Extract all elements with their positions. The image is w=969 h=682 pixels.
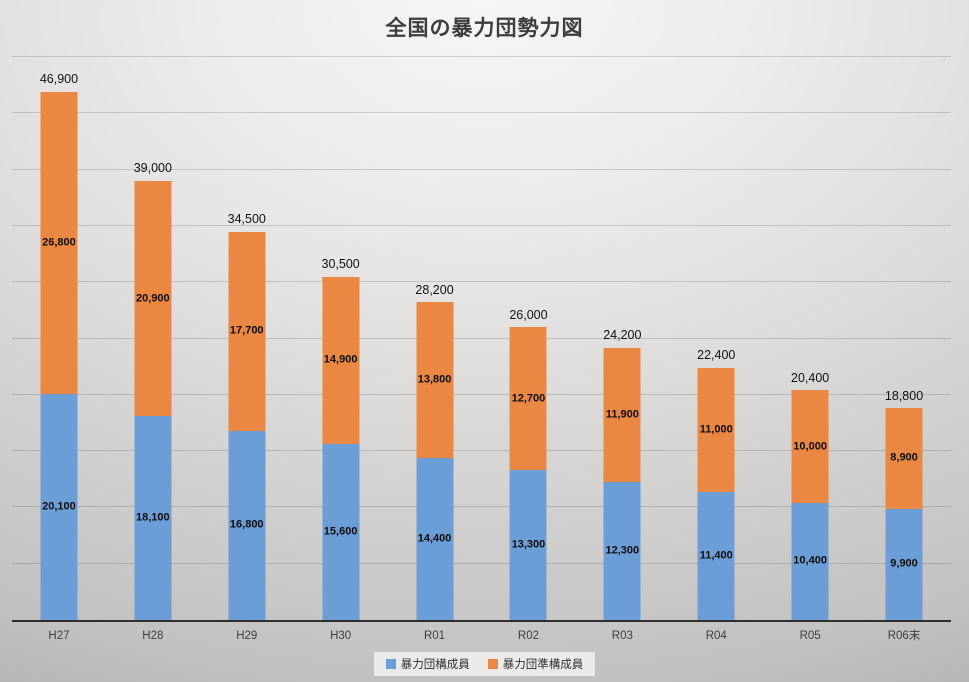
bar-label-quasi-members: 13,800 [417, 373, 452, 386]
bar-total-label: 39,000 [133, 161, 172, 176]
gridline [12, 450, 951, 452]
gridline [12, 281, 951, 283]
gridline [12, 112, 951, 114]
bar-segment-quasi-members [509, 327, 547, 471]
x-axis-label: R04 [705, 630, 727, 642]
legend-swatch-quasi-members-icon [487, 659, 498, 669]
bar-total-label: 28,200 [415, 282, 454, 297]
bar-label-members: 16,800 [229, 518, 264, 531]
bar-segment-quasi-members [416, 302, 454, 458]
bar-label-members: 18,100 [136, 511, 170, 524]
bar-total-label: 30,500 [321, 257, 360, 272]
x-axis-label: H29 [236, 630, 258, 642]
legend-swatch-members-icon [385, 659, 396, 669]
bar-total-label: 18,800 [884, 388, 924, 403]
bar-column: 12,300 11,900 24,200 [575, 57, 669, 620]
bar-total-label: 24,200 [603, 328, 642, 343]
bar-column: 11,400 11,000 22,400 [669, 57, 763, 620]
bar-label-members: 10,400 [793, 554, 827, 567]
bar-column: 18,100 20,900 39,000 [106, 57, 200, 620]
bar-label-quasi-members: 17,700 [229, 324, 264, 337]
bar-segment-quasi-members [603, 347, 641, 482]
bar-segment-quasi-members [697, 367, 735, 492]
bar-segment-members [416, 457, 454, 620]
bar-segment-members [228, 430, 266, 620]
bar-label-members: 14,400 [417, 532, 452, 545]
x-axis-label: R06末 [887, 630, 921, 642]
bar-total-label: 46,900 [39, 72, 79, 87]
x-axis-label: R05 [799, 630, 821, 642]
bar-segment-quasi-members [228, 231, 266, 431]
bar-label-quasi-members: 8,900 [890, 451, 918, 464]
bar-segment-members [40, 393, 78, 620]
bar-label-quasi-members: 12,700 [511, 392, 546, 405]
bar-label-members: 15,600 [323, 525, 358, 538]
plot-area: 20,100 26,800 46,900 18,100 20,900 39,000 16,8… [12, 56, 951, 622]
x-axis-label: H30 [330, 630, 352, 642]
legend: 暴力団構成員 暴力団準構成員 [373, 652, 596, 676]
legend-item-quasi-members: 暴力団準構成員 [487, 656, 584, 672]
x-axis-line [12, 620, 951, 622]
bar-segment-members [322, 444, 360, 620]
bar-column: 15,600 14,900 30,500 [294, 57, 388, 620]
bar-label-quasi-members: 20,900 [136, 292, 170, 305]
bar-label-members: 12,300 [605, 544, 640, 557]
gridline [12, 168, 951, 170]
bar-label-members: 13,300 [511, 538, 546, 551]
legend-label-quasi-members: 暴力団準構成員 [502, 659, 584, 671]
bar-segment-quasi-members [40, 91, 78, 394]
bar-column: 9,900 8,900 18,800 [857, 57, 951, 620]
bar-label-quasi-members: 11,000 [699, 423, 733, 436]
bar-segment-members [603, 481, 641, 620]
gridline [12, 506, 951, 508]
bar-column: 14,400 13,800 28,200 [388, 57, 482, 620]
gridline [12, 393, 951, 395]
bar-total-label: 26,000 [509, 307, 548, 322]
x-axis-labels: H27 H28 H29 H30 R01 R02 R03 R04 R05 R06末 [12, 629, 951, 644]
bar-segment-members [509, 470, 547, 620]
bar-segment-quasi-members [322, 276, 360, 445]
gridline [12, 337, 951, 339]
bar-segment-members [791, 502, 829, 620]
legend-item-members: 暴力団構成員 [385, 656, 470, 672]
legend-wrap: 暴力団構成員 暴力団準構成員 [0, 652, 969, 676]
x-axis-label: R01 [423, 630, 446, 642]
x-axis-label: R02 [517, 630, 539, 642]
x-axis-label: R03 [611, 630, 633, 642]
bar-segment-quasi-members [885, 408, 923, 509]
bar-column: 13,300 12,700 26,000 [482, 57, 576, 620]
bar-label-quasi-members: 11,900 [605, 408, 639, 421]
gridline [12, 56, 951, 57]
bar-label-members: 20,100 [42, 500, 76, 513]
bar-total-label: 22,400 [697, 348, 736, 363]
gridline [12, 562, 951, 564]
bar-segment-members [885, 508, 923, 620]
bar-label-quasi-members: 26,800 [42, 236, 76, 249]
bar-label-members: 11,400 [699, 549, 733, 562]
bar-label-quasi-members: 10,000 [793, 440, 827, 453]
bar-total-label: 34,500 [227, 212, 266, 227]
chart-title: 全国の暴力団勢力図 [385, 17, 584, 40]
bar-segment-members [697, 491, 735, 620]
bar-total-label: 20,400 [791, 370, 830, 385]
legend-label-members: 暴力団構成員 [400, 659, 470, 671]
bar-segment-quasi-members [791, 390, 829, 503]
bar-label-members: 9,900 [890, 557, 918, 570]
bar-column: 10,400 10,000 20,400 [763, 57, 857, 620]
x-axis-label: H28 [142, 630, 164, 642]
bar-segment-quasi-members [134, 180, 172, 417]
bar-column: 20,100 26,800 46,900 [12, 57, 106, 620]
gridline [12, 224, 951, 226]
x-axis-label: H27 [48, 630, 70, 642]
bar-label-quasi-members: 14,900 [323, 353, 358, 366]
bar-column: 16,800 17,700 34,500 [200, 57, 294, 620]
bar-segment-members [134, 416, 172, 620]
